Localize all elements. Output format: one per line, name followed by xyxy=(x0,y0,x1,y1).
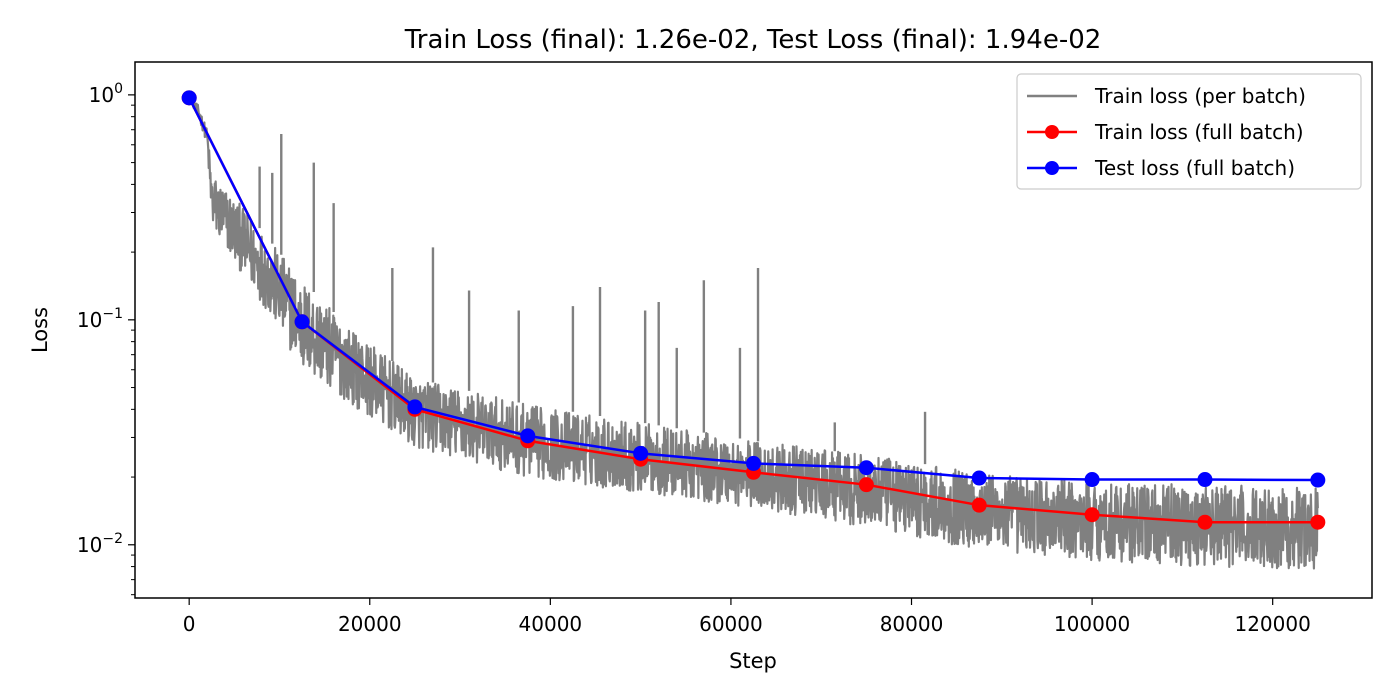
legend-label: Train loss (full batch) xyxy=(1094,120,1304,144)
legend-label: Train loss (per batch) xyxy=(1094,84,1306,108)
train-full-batch-point xyxy=(1310,514,1326,530)
test-full-batch-point xyxy=(1197,472,1213,488)
x-tick-label: 0 xyxy=(183,612,196,636)
train-full-batch-point xyxy=(858,477,874,493)
test-full-batch-point xyxy=(633,445,649,461)
plot-content xyxy=(181,90,1326,570)
test-full-batch-point xyxy=(746,455,761,471)
legend-marker xyxy=(1045,161,1059,175)
y-axis-label: Loss xyxy=(28,307,52,353)
legend-label: Test loss (full batch) xyxy=(1094,156,1295,180)
chart-title: Train Loss (final): 1.26e-02, Test Loss … xyxy=(404,25,1102,55)
series-train-per-batch xyxy=(188,96,1319,570)
x-tick-label: 20000 xyxy=(338,612,402,636)
series-test-full-batch xyxy=(181,90,1326,488)
test-full-batch-point xyxy=(520,428,536,444)
legend-box xyxy=(1016,73,1362,190)
test-full-batch-point xyxy=(858,460,874,476)
train-full-batch-point xyxy=(1084,507,1100,523)
test-full-batch-point xyxy=(971,470,987,486)
test-full-batch-point xyxy=(294,314,310,330)
train-per-batch-line xyxy=(188,96,1319,570)
x-tick-label: 80000 xyxy=(880,612,944,636)
legend-item: Test loss (full batch) xyxy=(1027,156,1295,180)
legend-marker xyxy=(1045,125,1059,139)
train-full-batch-point xyxy=(971,497,987,513)
x-tick-label: 40000 xyxy=(519,612,583,636)
x-axis: 0 20000 40000 60000 80000 100000 120000 xyxy=(183,598,1311,636)
test-full-batch-point xyxy=(1310,472,1326,488)
x-tick-label: 120000 xyxy=(1234,612,1310,636)
train-full-batch-point xyxy=(1197,514,1213,530)
test-full-batch-point xyxy=(181,90,197,106)
test-full-batch-point xyxy=(1084,472,1100,488)
x-tick-label: 60000 xyxy=(699,612,763,636)
legend-item: Train loss (full batch) xyxy=(1027,120,1304,144)
legend-item: Train loss (per batch) xyxy=(1027,84,1306,108)
x-tick-label: 100000 xyxy=(1054,612,1130,636)
x-axis-label: Step xyxy=(729,649,777,673)
test-full-batch-point xyxy=(407,399,423,415)
legend: Train loss (per batch) Train loss (full b… xyxy=(1016,73,1362,190)
